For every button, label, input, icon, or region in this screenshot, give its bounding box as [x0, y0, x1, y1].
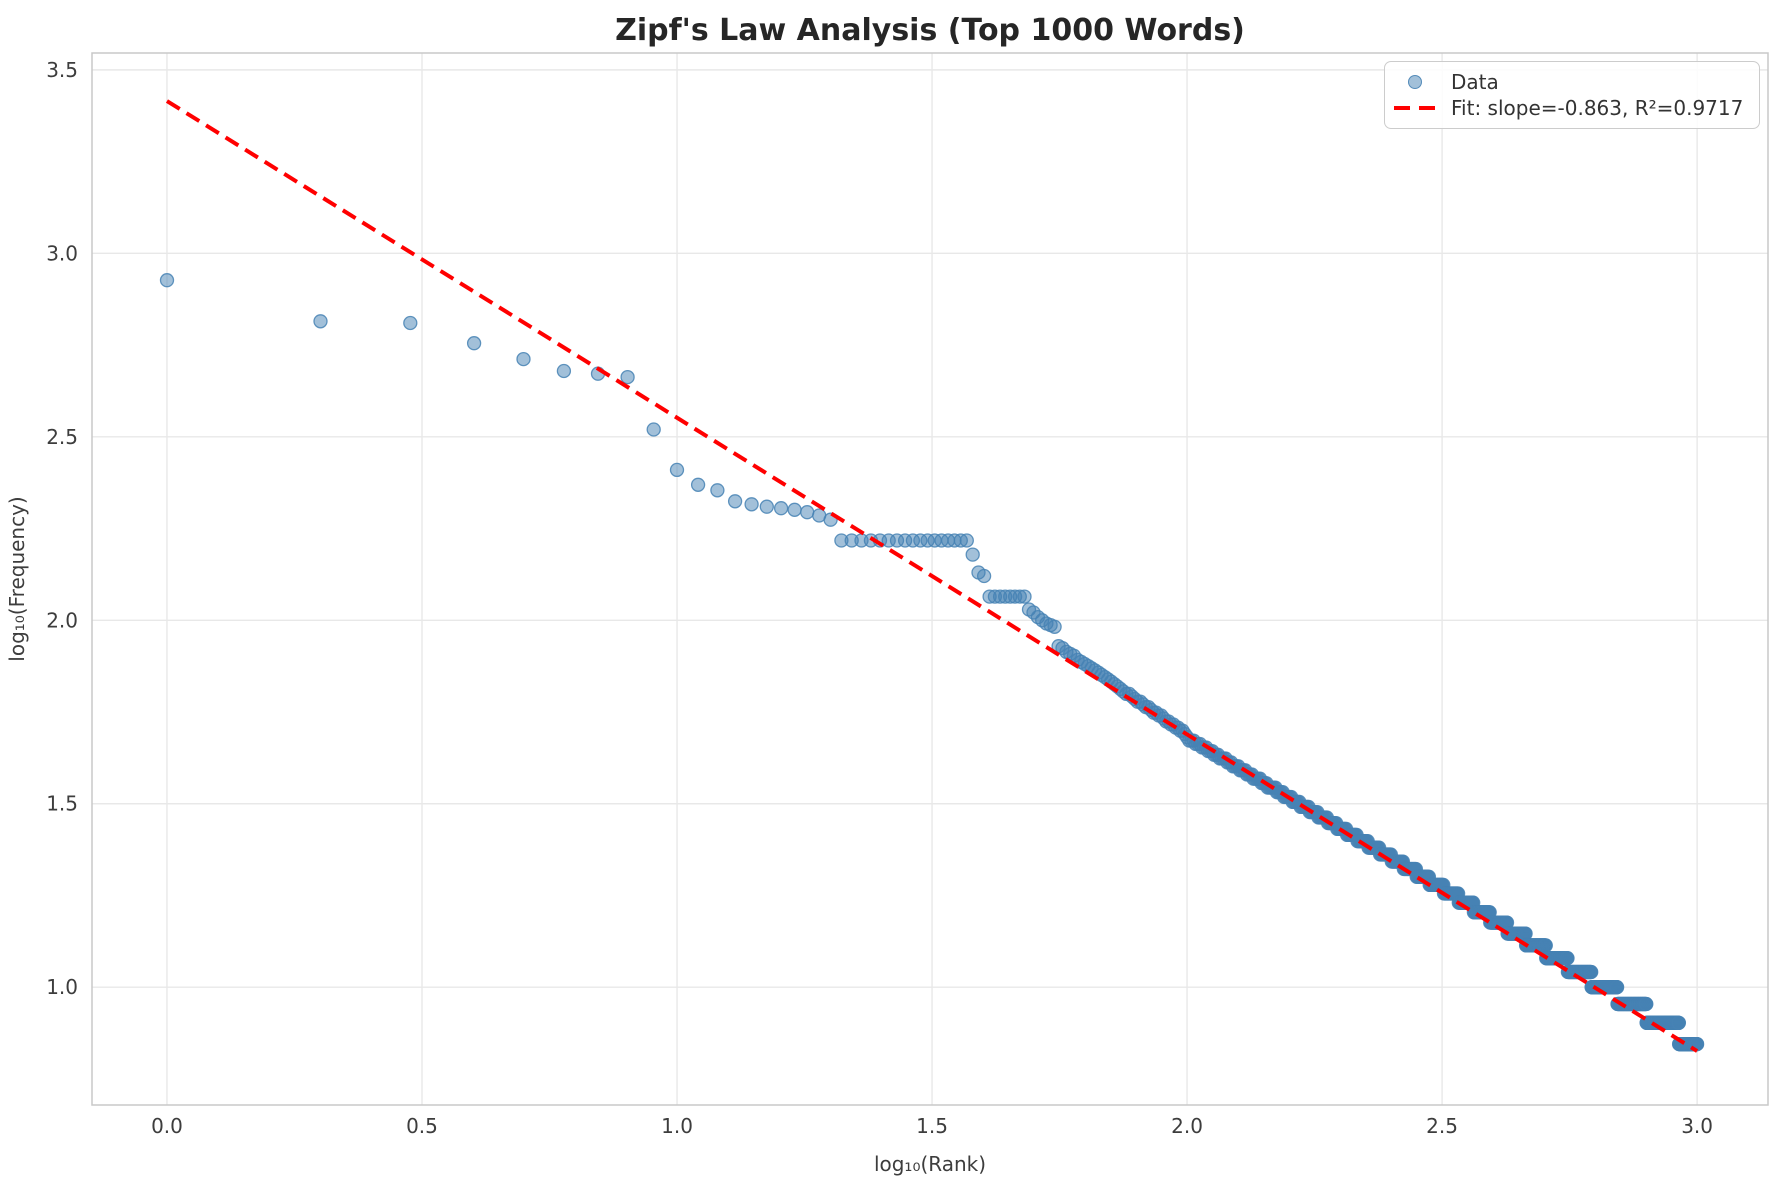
legend-data-label: Data: [1451, 70, 1499, 94]
x-tick-label: 2.0: [1171, 1114, 1203, 1138]
scatter-point: [759, 499, 774, 514]
dashed-line-icon: [1394, 106, 1436, 110]
scatter-point: [669, 462, 685, 478]
scatter-point: [1639, 996, 1654, 1012]
axes-border: [91, 52, 1769, 1106]
x-tick-label: 1.5: [916, 1114, 948, 1138]
legend-data-swatch: [1393, 75, 1437, 89]
scatter-point: [516, 351, 531, 367]
scatter-point: [159, 273, 175, 288]
scatter-point: [1584, 964, 1599, 980]
legend-item-fit: Fit: slope=-0.863, R²=0.9717: [1393, 95, 1749, 121]
scatter-point: [690, 477, 706, 492]
y-tick-label: 1.5: [46, 792, 78, 816]
legend-fit-label: Fit: slope=-0.863, R²=0.9717: [1451, 96, 1744, 120]
x-tick-label: 0.0: [151, 1114, 183, 1138]
data-marker-icon: [1408, 75, 1422, 89]
legend: Data Fit: slope=-0.863, R²=0.9717: [1384, 61, 1760, 129]
fit-line-layer: [165, 99, 1699, 1053]
x-tick-label: 0.5: [406, 1114, 438, 1138]
tick-labels: 0.0 0.5 1.0 1.5 2.0 2.5 3.0 1.0 1.5 2.0 2.5 3.0 3.5: [46, 58, 1713, 1138]
scatter-point: [1609, 980, 1625, 995]
scatter-point: [976, 568, 992, 584]
scatter-point: [744, 497, 759, 512]
y-tick-label: 1.0: [46, 975, 78, 999]
scatter-point: [466, 336, 482, 351]
x-tick-label: 2.5: [1426, 1114, 1458, 1138]
scatter-point: [965, 547, 980, 562]
y-tick-label: 3.0: [46, 241, 78, 265]
scatter-points: [159, 273, 1705, 1052]
scatter-point: [620, 369, 635, 385]
scatter-point: [1017, 589, 1032, 604]
scatter-point: [710, 483, 725, 498]
chart-title: Zipf's Law Analysis (Top 1000 Words): [615, 13, 1245, 48]
y-tick-label: 2.5: [46, 425, 78, 449]
scatter-point: [403, 315, 418, 331]
x-tick-label: 1.0: [661, 1114, 693, 1138]
fit-line: [165, 99, 1699, 1053]
y-tick-label: 3.5: [46, 58, 78, 82]
legend-fit-swatch: [1393, 105, 1437, 111]
scatter-point: [1047, 619, 1062, 634]
scatter-point: [1538, 938, 1553, 953]
x-axis-label: log₁₀(Rank): [874, 1152, 986, 1176]
scatter-point: [1671, 1015, 1687, 1030]
scatter-point: [556, 363, 572, 379]
x-tick-label: 3.0: [1681, 1114, 1713, 1138]
scatter-point: [313, 314, 328, 329]
scatter-point: [787, 502, 802, 517]
scatter-point: [1560, 951, 1575, 966]
legend-item-data: Data: [1393, 69, 1749, 95]
y-tick-label: 2.0: [46, 608, 78, 632]
scatter-point: [773, 501, 789, 516]
scatter-point: [800, 505, 815, 520]
scatter-point: [1518, 926, 1533, 941]
scatter-point: [646, 422, 661, 437]
y-axis-label: log₁₀(Frequency): [5, 496, 29, 661]
scatter-point: [727, 494, 743, 509]
scatter-point: [959, 533, 974, 548]
